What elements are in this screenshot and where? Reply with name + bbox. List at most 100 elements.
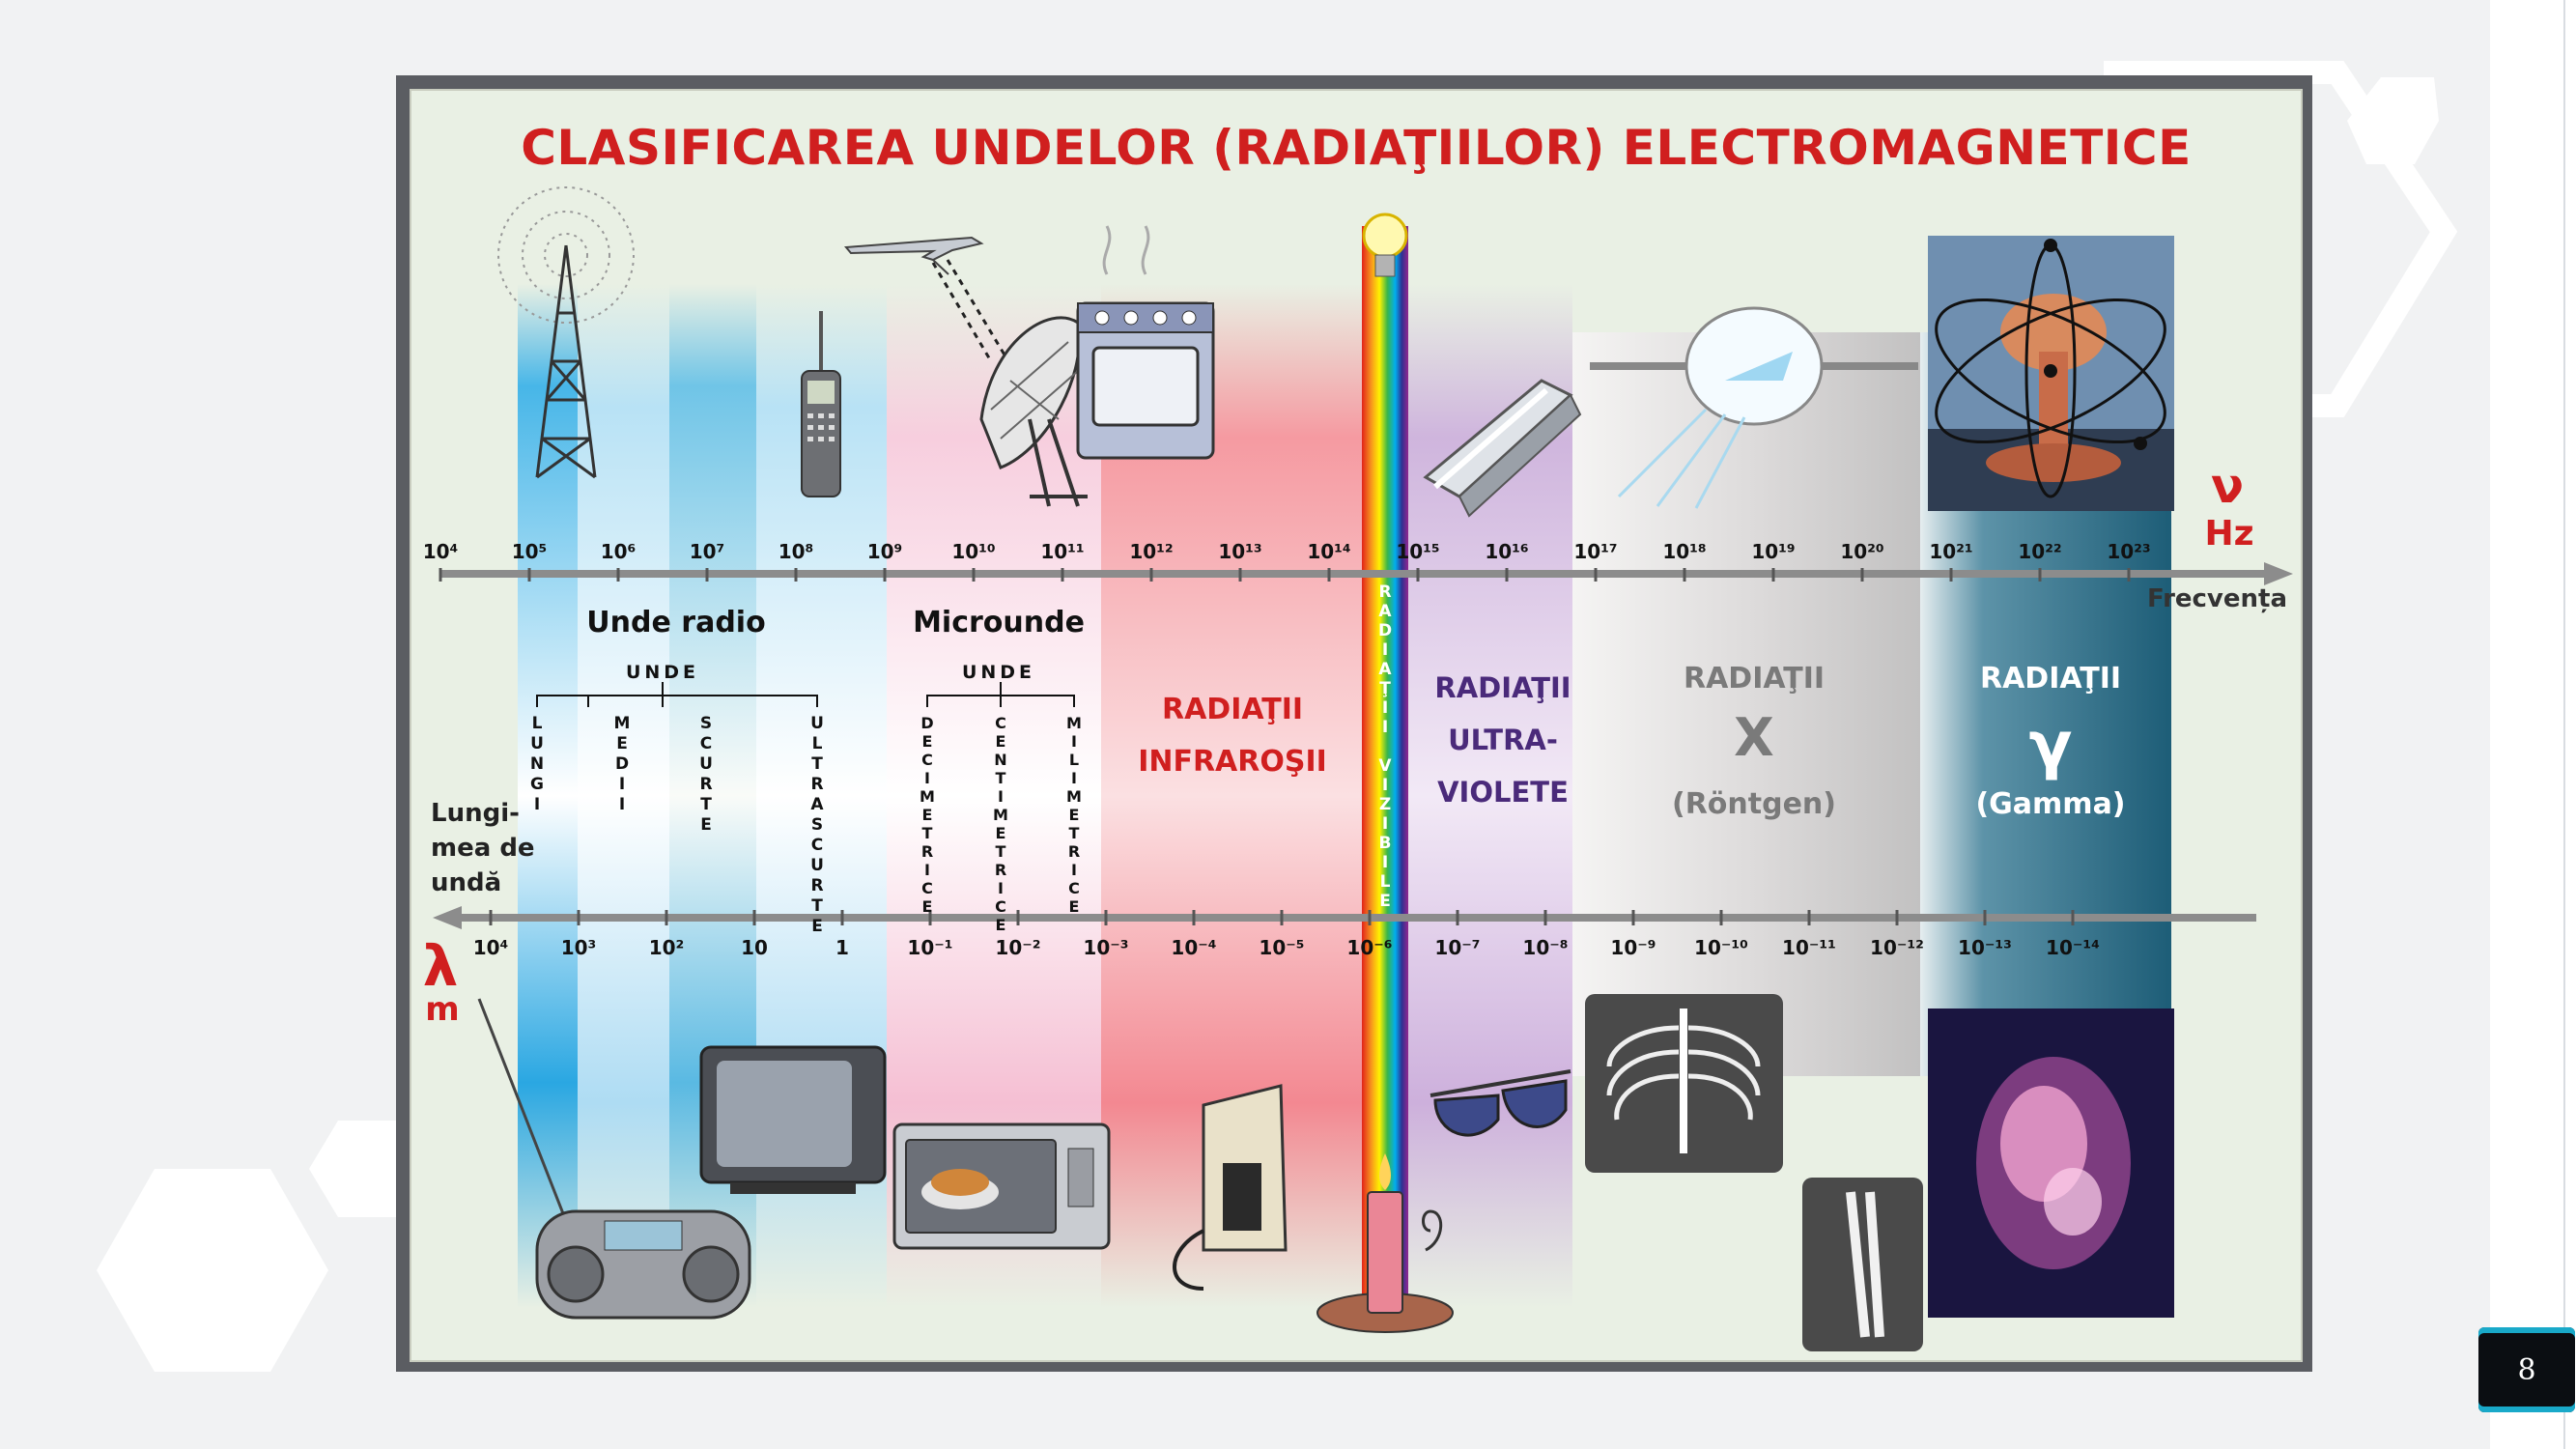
wavelength-tick-label: 10⁻⁶ [1346, 936, 1392, 959]
frequency-tick-label: 10⁹ [867, 540, 903, 563]
nebula-icon [1928, 1009, 2174, 1318]
wavelength-tick-label: 10⁻⁴ [1171, 936, 1216, 959]
microwave-subtype-letter: I [1071, 861, 1077, 879]
visible-label-letter: D [1378, 621, 1392, 640]
microwave-subtype-letter: D [920, 714, 933, 732]
infrared-label-line-1: RADIAŢII [1162, 693, 1303, 726]
microwave-subtype-letter: E [996, 916, 1006, 934]
radio-subtype-letter: I [619, 775, 625, 794]
poster-frame: CLASIFICAREA UNDELOR (RADIAŢIILOR) ELECT… [396, 75, 2312, 1372]
uv-label-line-1: RADIAŢII [1434, 671, 1571, 704]
frequency-axis-name: Frecvența [2147, 584, 2287, 613]
microwave-band-name: Microunde [913, 606, 1085, 639]
microwave-subtype-letter: E [996, 824, 1006, 842]
visible-label-letter: Z [1379, 795, 1391, 814]
light-bulb-icon [1362, 213, 1408, 277]
radio-group-label: UNDE [626, 662, 699, 683]
radio-subtype-letter: D [615, 754, 629, 774]
microwave-subtype-letter: E [996, 732, 1006, 751]
microwave-subtype-letter: R [921, 842, 933, 861]
radio-subtype-letter: R [810, 775, 823, 794]
wavelength-tick-label: 10⁻⁷ [1434, 936, 1480, 959]
frequency-tick-label: 10¹³ [1218, 540, 1261, 563]
frequency-tick-label: 10²³ [2107, 540, 2150, 563]
wavelength-axis-name: Lungi- mea de undă [431, 799, 544, 897]
frequency-tick-label: 10¹¹ [1040, 540, 1084, 563]
visible-label-letter: V [1378, 756, 1392, 776]
microwave-subtype-letter: E [922, 806, 933, 824]
frequency-ticks: 10⁴ 10⁵ 10⁶ 10⁷ 10⁸ 10⁹ 10¹⁰ 10¹¹ 10¹² 10¹³ 10¹⁴ 10… [423, 540, 2151, 582]
microwave-subtype-letter: I [924, 861, 930, 879]
visible-label-letter: I [1382, 698, 1388, 718]
wavelength-tick-label: 10² [649, 936, 685, 959]
microwave-subtype-letter: C [921, 879, 933, 897]
radio-subtype-letter: E [616, 734, 628, 753]
nuclear-explosion-icon [1928, 236, 2174, 511]
wavelength-tick-label: 10⁴ [473, 936, 509, 959]
frequency-tick-label: 10¹⁷ [1573, 540, 1617, 563]
wavelength-tick-label: 10³ [561, 936, 597, 959]
microwave-subtype-letter: C [995, 714, 1006, 732]
wavelength-name-line-3: undă [431, 868, 501, 897]
frequency-tick-label: 10¹⁵ [1396, 540, 1439, 563]
radio-subtype-letter: T [811, 754, 823, 774]
frequency-tick-label: 10⁶ [601, 540, 637, 563]
microwave-subtype-letter: M [993, 806, 1008, 824]
microwave-subtype-letter: I [1071, 769, 1077, 787]
wavelength-tick-label: 10 [741, 936, 768, 959]
radio-subtype-letter: U [530, 734, 544, 753]
microwave-subtype-letter: I [998, 787, 1004, 806]
wavelength-tick-label: 10⁻¹² [1870, 936, 1924, 959]
band-xray [1572, 332, 1920, 1076]
xray-tube-icon [1590, 306, 1918, 509]
radio-cassette-icon [477, 998, 751, 1320]
xray-label-line-1: RADIAŢII [1684, 662, 1825, 696]
iron-icon [1173, 1084, 1288, 1291]
frequency-tick-label: 10¹⁶ [1485, 540, 1528, 563]
visible-label-letter: Ţ [1379, 679, 1391, 698]
microwave-subtype-letter: M [1066, 787, 1082, 806]
mobile-phone-icon [801, 311, 841, 497]
wavelength-tick-label: 10⁻¹ [907, 936, 952, 959]
microwave-subtype-letter: E [1069, 897, 1080, 916]
xray-label-line-3: (Röntgen) [1672, 787, 1836, 821]
frequency-tick-label: 10⁴ [423, 540, 459, 563]
wavelength-ticks: 10⁴ 10³ 10² 10 1 10⁻¹ 10⁻² 10⁻³ 10⁻⁴ 10⁻⁵ 10⁻⁶ 10⁻⁷… [473, 910, 2100, 959]
wavelength-tick-label: 10⁻² [995, 936, 1040, 959]
radio-subtype-letter: I [534, 795, 540, 814]
radio-subtype-letter: E [700, 815, 712, 835]
frequency-tick-label: 10⁸ [778, 540, 814, 563]
wavelength-axis-arrow [433, 906, 462, 929]
gamma-symbol: γ [2029, 708, 2073, 782]
visible-label-letter: R [1378, 582, 1391, 602]
frequency-unit: Hz [2204, 514, 2253, 554]
wavelength-tick-label: 10⁻⁸ [1522, 936, 1568, 959]
frequency-tick-label: 10¹⁴ [1307, 540, 1350, 563]
radio-subtype-letter: S [700, 714, 712, 733]
microwave-subtype-letter: N [994, 751, 1006, 769]
visible-label-letter: I [1382, 718, 1388, 737]
microwave-subtype-letter: M [920, 787, 935, 806]
microwave-subtype-letter: R [1068, 842, 1080, 861]
xray-symbol: X [1734, 707, 1774, 768]
visible-label-letter: A [1378, 602, 1392, 621]
frequency-axis-arrow [2264, 562, 2293, 585]
radio-band-name: Unde radio [586, 606, 765, 639]
radio-subtype-letter: L [812, 734, 823, 753]
microwave-subtype-letter: T [1069, 824, 1080, 842]
visible-label-letter: B [1379, 834, 1392, 853]
poster-title: CLASIFICAREA UNDELOR (RADIAŢIILOR) ELECT… [521, 120, 2192, 176]
microwave-subtype-letter: T [922, 824, 933, 842]
wavelength-symbol: λ [423, 933, 459, 999]
microwave-subtype-letter: R [995, 861, 1006, 879]
frequency-tick-label: 10¹⁰ [951, 540, 995, 563]
infrared-label-line-2: INFRAROŞII [1138, 745, 1327, 779]
microwave-subtype-letter: E [1069, 806, 1080, 824]
slide-right-bar [2490, 0, 2576, 1449]
microwave-oven-icon [892, 1122, 1111, 1250]
radio-subtype-letter: A [810, 795, 824, 814]
frequency-tick-label: 10⁵ [512, 540, 548, 563]
